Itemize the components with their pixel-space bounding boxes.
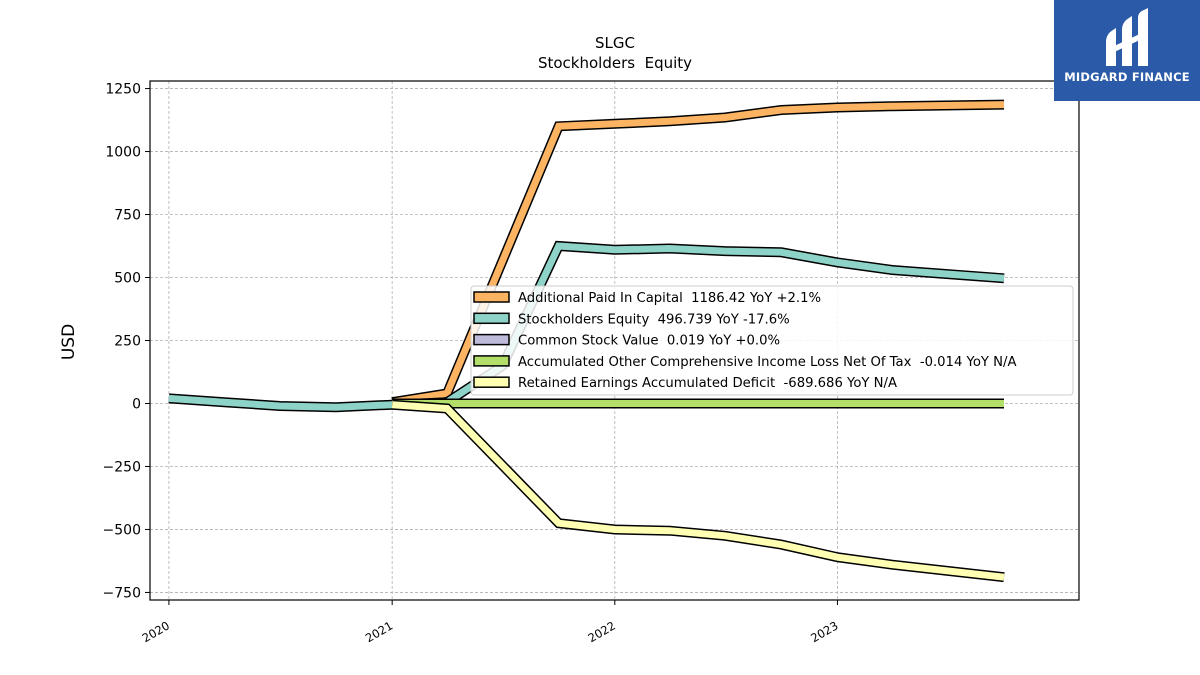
legend-label: Retained Earnings Accumulated Deficit -6…	[518, 376, 897, 391]
legend-box	[470, 285, 1074, 396]
legend-swatch	[473, 355, 510, 367]
legend-label: Additional Paid In Capital 1186.42 YoY +…	[518, 291, 821, 306]
logo-text: MIDGARD FINANCE	[1064, 70, 1190, 84]
series-path	[391, 101, 1005, 406]
legend-swatch	[473, 376, 510, 388]
series-outline	[391, 399, 1005, 583]
chart-title: SLGC	[595, 34, 635, 52]
y-tick-label: −500	[103, 522, 141, 538]
y-tick-label: 0	[132, 396, 141, 412]
legend-label: Stockholders Equity 496.739 YoY -17.6%	[518, 312, 790, 327]
x-tick-label: 2020	[140, 618, 172, 645]
grid	[150, 81, 1079, 600]
legend-swatch	[473, 291, 510, 303]
y-tick-label: 750	[114, 208, 141, 224]
legend-label: Accumulated Other Comprehensive Income L…	[518, 355, 1016, 370]
y-tick-label: 500	[114, 271, 141, 287]
y-tick-label: 1250	[105, 82, 141, 98]
midgard-finance-logo: MIDGARD FINANCE	[1054, 0, 1200, 101]
series-line	[391, 99, 1005, 408]
series-line	[168, 240, 1005, 413]
y-tick-label: 1000	[105, 145, 141, 161]
x-tick-label: 2022	[586, 618, 618, 645]
y-axis-label: USD	[59, 324, 79, 360]
series-line	[391, 399, 1005, 583]
legend-swatch	[473, 312, 510, 325]
x-tick-label: 2021	[363, 618, 395, 645]
legend-swatch	[473, 333, 510, 346]
chart-subtitle: Stockholders Equity	[538, 54, 692, 72]
series-path	[168, 242, 1005, 411]
y-tick-label: −250	[103, 459, 141, 475]
logo-mark-icon	[1106, 8, 1148, 66]
y-tick-label: 250	[114, 334, 141, 350]
y-tick-label: −750	[103, 585, 141, 601]
series-path	[391, 401, 1005, 581]
series-layer	[168, 99, 1005, 583]
legend: Additional Paid In Capital 1186.42 YoY +…	[470, 285, 1074, 396]
x-tick-label: 2023	[808, 618, 840, 645]
legend-label: Common Stock Value 0.019 YoY +0.0%	[518, 334, 780, 349]
